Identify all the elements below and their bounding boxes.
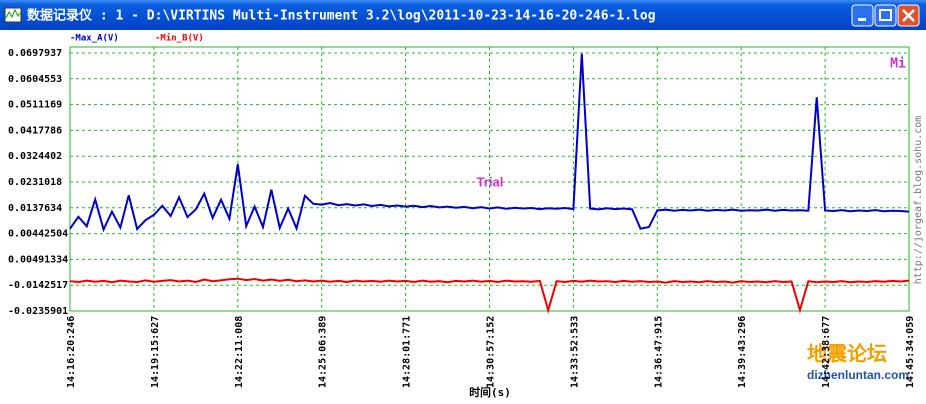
y-tick-label: -0.0235901 <box>8 306 68 317</box>
app-icon-wave <box>5 8 21 19</box>
x-tick-label: 14:28:01:771 <box>402 316 413 388</box>
y-tick-label: 0.0324402 <box>8 151 62 162</box>
y-tick-label: -0.0142517 <box>8 280 68 291</box>
legend-entry: -Max_A(V) <box>70 34 119 44</box>
x-tick-label: 14:16:20:246 <box>66 316 77 388</box>
x-tick-label: 14:19:15:627 <box>150 316 161 388</box>
y-tick-label: 0.0231018 <box>8 177 62 188</box>
x-axis-label: 时间(s) <box>469 385 511 399</box>
x-tick-label: 14:30:57:152 <box>486 316 497 388</box>
y-tick-label: 0.00442504 <box>8 229 68 240</box>
minimize-button[interactable] <box>851 4 874 27</box>
minimize-glyph <box>858 18 866 21</box>
logo-watermark: 地震论坛 <box>807 342 887 366</box>
x-tick-label: 14:45:34:059 <box>905 316 916 388</box>
mi-mark: Mi <box>890 57 906 72</box>
y-tick-label: 0.0511169 <box>8 100 62 111</box>
x-tick-label: 14:36:47:915 <box>653 316 664 388</box>
series-line <box>69 277 910 314</box>
url-watermark: dizhenluntan.com <box>807 368 909 382</box>
y-tick-label: 0.0137634 <box>8 203 62 214</box>
x-tick-label: 14:25:06:389 <box>318 316 329 388</box>
window-title: 数据记录仪 : 1 - D:\VIRTINS Multi-Instrument … <box>27 8 656 24</box>
trial-watermark: Trial <box>477 174 504 189</box>
y-tick-label: 0.0697937 <box>8 48 62 59</box>
y-tick-label: 0.00491334 <box>8 254 68 265</box>
x-tick-label: 14:42:38:677 <box>821 316 832 388</box>
y-tick-label: 0.0604553 <box>8 74 62 85</box>
close-glyph <box>902 9 915 22</box>
y-tick-label: 0.0417786 <box>8 125 62 136</box>
maximize-glyph <box>879 9 892 21</box>
series-line <box>69 53 910 233</box>
maximize-button[interactable] <box>874 4 897 27</box>
x-tick-label: 14:22:11:008 <box>234 316 245 388</box>
legend-entry: -Min_B(V) <box>155 33 204 44</box>
x-tick-label: 14:33:52:533 <box>569 316 580 388</box>
site-watermark: http://jorgeaf.blog.sohu.com <box>913 116 924 285</box>
title-bar <box>0 0 926 30</box>
x-tick-label: 14:39:43:296 <box>737 316 748 388</box>
plot <box>69 47 910 314</box>
